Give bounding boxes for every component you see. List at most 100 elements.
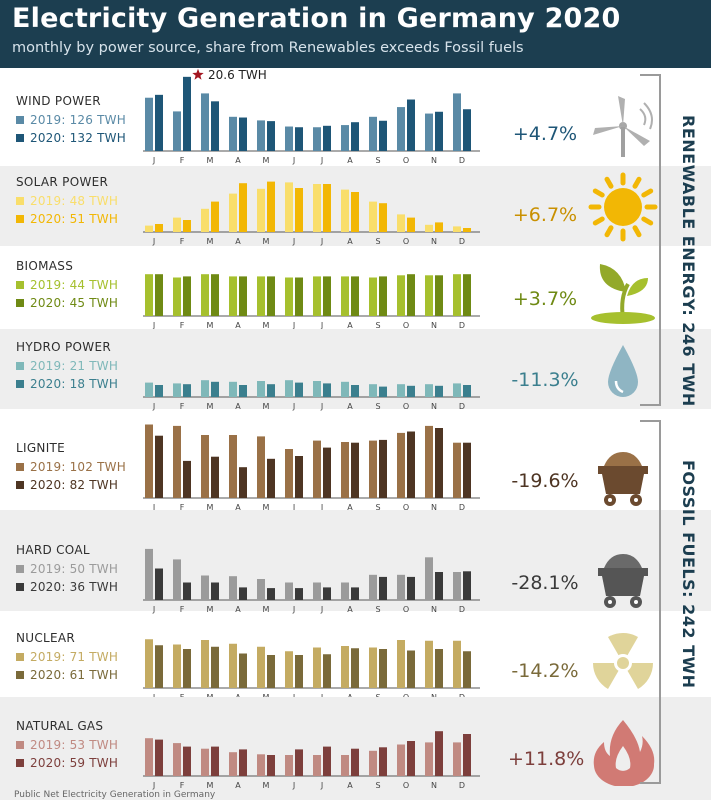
bar-2019 [453,640,461,688]
bar-2020 [211,746,219,776]
bar-2019 [285,126,293,151]
bar-2019 [425,275,433,316]
bar-2020 [323,654,331,688]
month-label: N [431,321,437,330]
bar-2019 [257,276,265,316]
bar-2020 [323,184,331,232]
bar-2020 [323,447,331,498]
bar-2019 [201,380,209,397]
radiation-icon [593,632,653,689]
month-label: M [207,156,214,165]
bar-2019 [229,193,237,232]
group-bracket [640,420,661,784]
change-percentage: -11.3% [511,369,579,391]
bar-2019 [173,111,181,151]
bar-2019 [257,646,265,688]
bar-2019 [313,582,321,600]
month-label: F [180,321,185,330]
mine-cart-coal-icon [598,554,648,608]
month-label: D [459,156,465,165]
peak-annotation: 20.6 TWH [208,68,267,82]
month-label: A [235,156,241,165]
fossil-group-label: FOSSIL FUELS: 242 TWH [679,460,698,689]
bar-2019 [257,436,265,498]
change-percentage: +11.8% [508,748,585,770]
legend-entry: 2020: 51 TWH [16,212,118,226]
bar-2020 [239,587,247,600]
legend-entry: 2020: 18 TWH [16,377,118,391]
month-label: A [235,402,241,411]
bar-2020 [267,458,275,498]
legend-label: 2020: 132 TWH [30,131,126,145]
bar-2020 [183,220,191,232]
month-label: J [152,402,155,411]
bar-2020 [211,582,219,600]
sprout-icon [591,264,655,324]
bar-2020 [267,755,275,776]
bar-2020 [351,276,359,316]
month-label: J [152,503,155,512]
panel-row: HARD COAL 2019: 50 TWH 2020: 36 TWH J F M A M J J… [0,510,711,614]
legend-swatch [16,653,24,661]
bar-2020 [155,274,163,316]
legend-entry: 2019: 50 TWH [16,562,118,576]
bar-2020 [351,748,359,776]
month-label: M [207,781,214,790]
legend-swatch [16,741,24,749]
month-label: A [347,781,353,790]
month-label: M [263,156,270,165]
legend-label: 2020: 82 TWH [30,478,119,492]
bar-2019 [425,557,433,600]
bar-2019 [173,217,181,232]
bar-2019 [425,425,433,498]
month-label: M [263,781,270,790]
bar-2019 [145,97,153,151]
bar-2020 [463,651,471,688]
bar-2019 [397,275,405,316]
bar-2019 [425,113,433,151]
legend-swatch [16,299,24,307]
bar-2019 [145,382,153,397]
legend-entry: 2019: 53 TWH [16,738,118,752]
bar-2020 [407,431,415,498]
bar-2020 [351,122,359,151]
month-label: A [347,156,353,165]
bar-2019 [145,225,153,232]
bar-2020 [407,650,415,688]
bar-2019 [397,214,405,232]
legend-entry: 2020: 82 TWH [16,478,118,492]
month-label: J [292,402,295,411]
month-label: O [403,402,409,411]
bar-2020 [463,734,471,776]
month-label: D [459,503,465,512]
bar-2019 [341,442,349,498]
bar-2020 [183,582,191,600]
bar-2020 [435,275,443,316]
bar-2019 [397,640,405,688]
bar-2019 [341,189,349,232]
bar-2019 [145,639,153,688]
month-label: J [152,321,155,330]
month-label: N [431,156,437,165]
legend-entry: 2020: 132 TWH [16,131,126,145]
water-drop-icon [608,345,638,397]
bar-2020 [155,435,163,498]
bar-2019 [145,274,153,316]
change-percentage: +4.7% [512,123,578,145]
month-label: D [459,402,465,411]
month-label: A [347,503,353,512]
bar-2019 [341,276,349,316]
bar-2019 [145,738,153,776]
change-percentage: -19.6% [511,470,579,492]
month-label: M [207,402,214,411]
mine-cart-lignite-icon [598,452,648,506]
bar-2019 [313,127,321,151]
header-banner: Electricity Generation in Germany 2020 m… [0,0,711,68]
month-label: A [347,605,353,614]
month-label: S [375,402,380,411]
